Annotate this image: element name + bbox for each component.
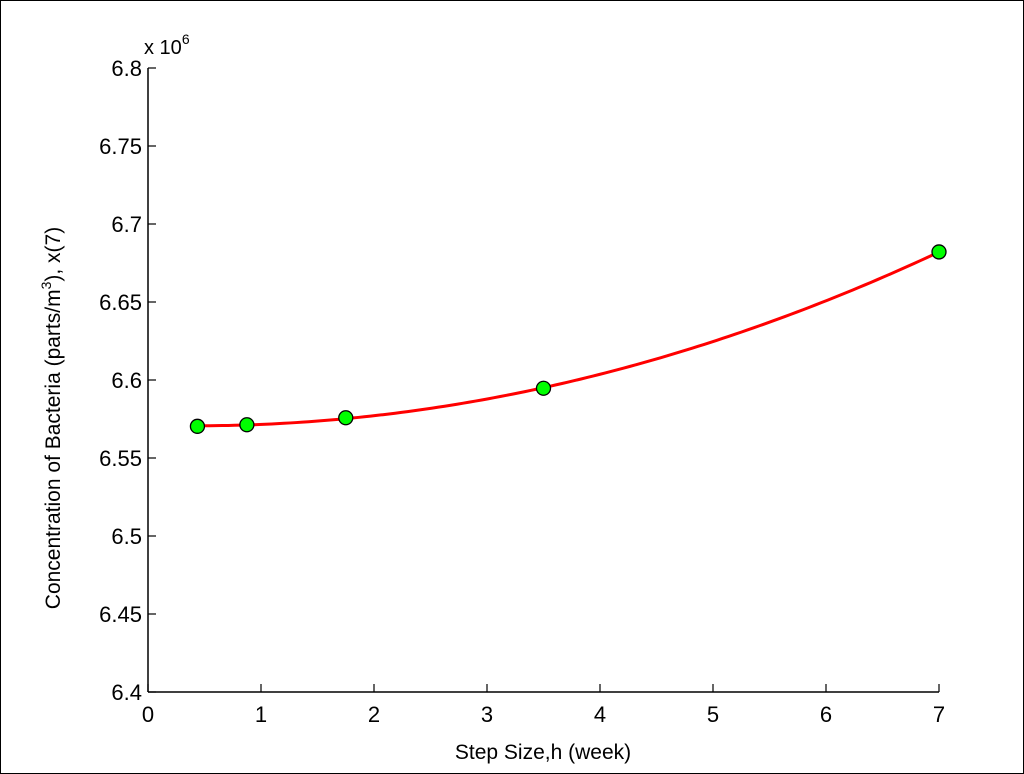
data-point [338, 410, 354, 426]
y-tick-label: 6.45 [99, 602, 142, 627]
ticks: 0 1 2 3 4 5 6 7 6.4 6.45 6.5 6.55 6.6 6.65 6.7 6.75 6.8 [99, 56, 945, 727]
y-tick-label: 6.8 [111, 56, 142, 81]
data-point [189, 418, 206, 434]
y-tick-label: 6.65 [99, 290, 142, 315]
y-axis-title: Concentration of Bacteria (parts/m3), x(… [38, 227, 65, 609]
y-tick-label: 6.4 [111, 680, 142, 705]
data-point [535, 380, 552, 396]
y-tick-label: 6.55 [99, 446, 142, 471]
data-point [239, 417, 255, 433]
y-tick-label: 6.7 [111, 212, 142, 237]
x-tick-label: 0 [142, 702, 154, 727]
markers-layer [189, 244, 947, 434]
x-tick-label: 6 [820, 702, 832, 727]
x-tick-label: 5 [707, 702, 719, 727]
y-tick-label: 6.75 [99, 134, 142, 159]
x-axis-title: Step Size,h (week) [455, 741, 631, 764]
axes [147, 68, 939, 693]
y-tick-label: 6.5 [111, 524, 142, 549]
x-tick-label: 3 [481, 702, 493, 727]
x-tick-label: 2 [368, 702, 380, 727]
fit-curve [197, 250, 940, 428]
y-tick-label: 6.6 [111, 368, 142, 393]
x-tick-label: 7 [933, 702, 945, 727]
x-tick-label: 4 [594, 702, 606, 727]
y-exponent-label: x 106 [144, 31, 190, 59]
data-point [931, 244, 947, 260]
x-tick-label: 1 [255, 702, 267, 727]
fit-curve-layer [197, 250, 940, 428]
